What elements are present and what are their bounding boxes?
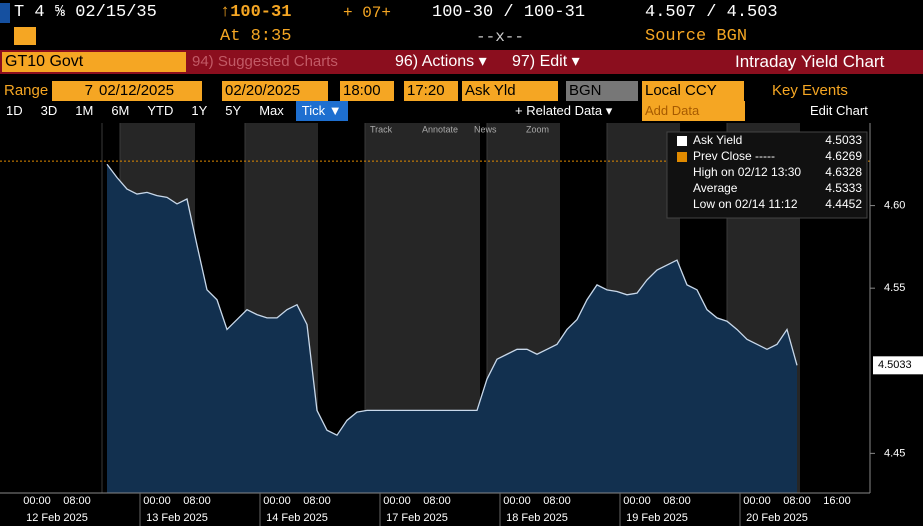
yield-area <box>107 164 797 493</box>
currency[interactable]: Local CCY <box>642 81 744 101</box>
y-tick-label: 4.60 <box>884 199 905 211</box>
legend-swatch <box>677 152 687 162</box>
x-date-label: 18 Feb 2025 <box>506 512 568 524</box>
x-time-label: 00:00 <box>23 495 51 507</box>
icon <box>14 27 36 45</box>
period-tab[interactable]: 6M <box>111 103 130 118</box>
last-value-label: 4.5033 <box>878 359 912 371</box>
legend-label: High on 02/12 13:30 <box>693 165 801 179</box>
x-date-label: 14 Feb 2025 <box>266 512 328 524</box>
x-date-label: 19 Feb 2025 <box>626 512 688 524</box>
source: Source BGN <box>645 27 748 46</box>
price: ↑100-31 <box>220 3 292 22</box>
chart-tool[interactable]: Zoom <box>526 124 549 134</box>
x-date-label: 12 Feb 2025 <box>26 512 88 524</box>
legend-label: Ask Yield <box>693 133 742 147</box>
legend-value: 4.5033 <box>825 133 862 147</box>
period-tab[interactable]: YTD <box>147 103 174 118</box>
x-time-label: 00:00 <box>743 495 771 507</box>
chart-tool[interactable]: Annotate <box>422 124 458 134</box>
related-data[interactable]: + Related Data ▾ <box>515 103 613 118</box>
x-time-label: 08:00 <box>663 495 691 507</box>
ticker: T 4 ⅝ 02/15/35 <box>14 3 157 22</box>
period-tab[interactable]: Max <box>259 103 284 118</box>
last-value-box <box>873 356 923 375</box>
time: At 8:35 <box>220 27 292 46</box>
yield-line <box>106 163 798 437</box>
legend-value: 4.5333 <box>825 181 862 195</box>
legend-swatch <box>677 136 687 146</box>
bid-ask-yield: 4.507 / 4.503 <box>645 3 778 22</box>
legend-label: Prev Close ----- <box>693 149 775 163</box>
range-label: Range <box>4 82 49 99</box>
security-input[interactable]: GT10 Govt <box>2 52 186 72</box>
x-date-label: 17 Feb 2025 <box>386 512 448 524</box>
x-date-label: 20 Feb 2025 <box>746 512 808 524</box>
start-date[interactable]: 02/12/2025 <box>96 81 202 101</box>
start-time[interactable]: 18:00 <box>340 81 394 101</box>
x-time-label: 00:00 <box>623 495 651 507</box>
x-time-label: 08:00 <box>303 495 331 507</box>
source-field[interactable]: BGN <box>566 81 638 101</box>
legend-box <box>666 131 868 219</box>
legend-label: Low on 02/14 11:12 <box>693 197 798 211</box>
y-tick-label: 4.55 <box>884 282 905 294</box>
end-time[interactable]: 17:20 <box>404 81 458 101</box>
period[interactable]: 7 <box>52 81 96 101</box>
period-tab[interactable]: Tick ▼ <box>295 101 348 121</box>
bid-ask-price: 100-30 / 100-31 <box>432 3 586 22</box>
key-events[interactable]: Key Events <box>772 82 848 99</box>
x-time-label: 00:00 <box>383 495 411 507</box>
x-time-label: 00:00 <box>503 495 531 507</box>
chart-tool[interactable]: Track <box>370 124 393 134</box>
x-time-label: 08:00 <box>783 495 811 507</box>
add-data[interactable]: Add Data <box>642 101 745 121</box>
legend-label: Average <box>693 181 738 195</box>
field[interactable]: Ask Yld <box>462 81 558 101</box>
change: + 07+ <box>343 4 392 22</box>
period-tabs: 1D 3D 1M 6M YTD 1Y 5Y Max Tick ▼ <box>0 101 354 121</box>
x-time-label: 08:00 <box>183 495 211 507</box>
page-title: Intraday Yield Chart <box>735 52 885 71</box>
marker <box>0 3 10 23</box>
x-date-label: 13 Feb 2025 <box>146 512 208 524</box>
x-time-label: 08:00 <box>423 495 451 507</box>
chart-tool[interactable]: News <box>474 124 497 134</box>
y-tick-label: 4.45 <box>884 447 905 459</box>
edit-chart[interactable]: Edit Chart <box>810 103 868 118</box>
legend-value: 4.4452 <box>825 197 862 211</box>
x-time-label: 08:00 <box>543 495 571 507</box>
period-tab[interactable]: 1Y <box>191 103 208 118</box>
period-tab[interactable]: 3D <box>40 103 58 118</box>
x-time-label: 00:00 <box>263 495 291 507</box>
period-tab[interactable]: 5Y <box>225 103 242 118</box>
period-tab[interactable]: 1M <box>75 103 94 118</box>
end-date[interactable]: 02/20/2025 <box>222 81 328 101</box>
actions[interactable]: 96) Actions ▾ <box>395 53 487 70</box>
x-time-label: 08:00 <box>63 495 91 507</box>
size: --x-- <box>476 28 525 46</box>
edit[interactable]: 97) Edit ▾ <box>512 53 580 70</box>
x-time-label: 16:00 <box>823 495 851 507</box>
x-time-label: 00:00 <box>143 495 171 507</box>
suggested[interactable]: 94) Suggested Charts <box>192 53 338 70</box>
legend-value: 4.6269 <box>825 149 862 163</box>
legend-value: 4.6328 <box>825 165 862 179</box>
period-tab[interactable]: 1D <box>6 103 23 118</box>
